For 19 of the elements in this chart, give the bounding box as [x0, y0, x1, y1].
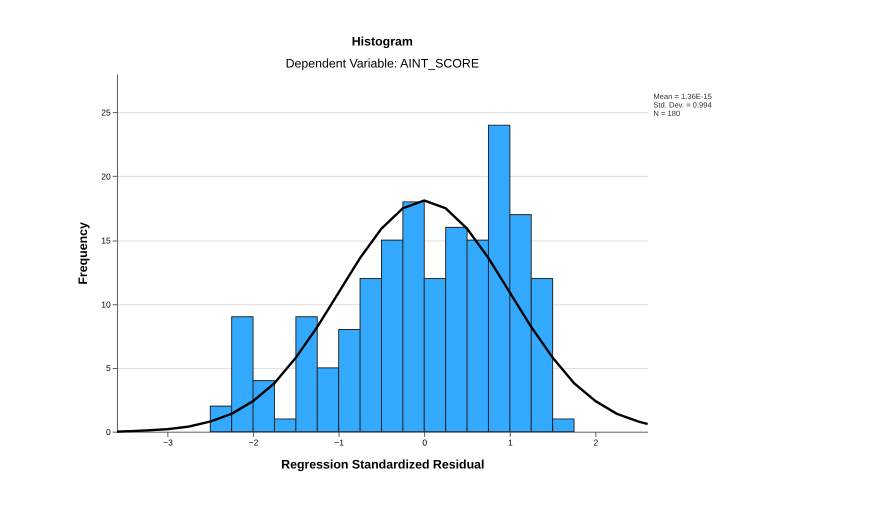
text: N = 180 — [653, 108, 680, 118]
x-tick-label: −1 — [334, 437, 344, 448]
y-tick-label: 10 — [101, 299, 112, 310]
y-axis-title: Frequency — [76, 222, 90, 285]
chart-title: Histogram — [352, 34, 413, 49]
x-tick-label: −3 — [163, 437, 174, 448]
x-tick-label: 0 — [422, 437, 428, 448]
x-tick-label: 2 — [594, 437, 599, 448]
y-tick-label: 25 — [101, 108, 112, 118]
text: Std. Dev. = 0.994 — [653, 100, 712, 110]
x-axis-title: Regression Standardized Residual — [281, 457, 484, 472]
y-tick-label: 0 — [106, 427, 112, 438]
x-tick-label: −2 — [248, 437, 259, 448]
y-tick-label: 15 — [101, 235, 112, 246]
text: Mean = 1.36E-15 — [653, 92, 712, 101]
chart-subtitle: Dependent Variable: AINT_SCORE — [286, 56, 480, 70]
x-tick-label: 1 — [508, 437, 513, 448]
y-tick-label: 20 — [101, 172, 112, 182]
y-tick-label: 5 — [106, 363, 112, 374]
